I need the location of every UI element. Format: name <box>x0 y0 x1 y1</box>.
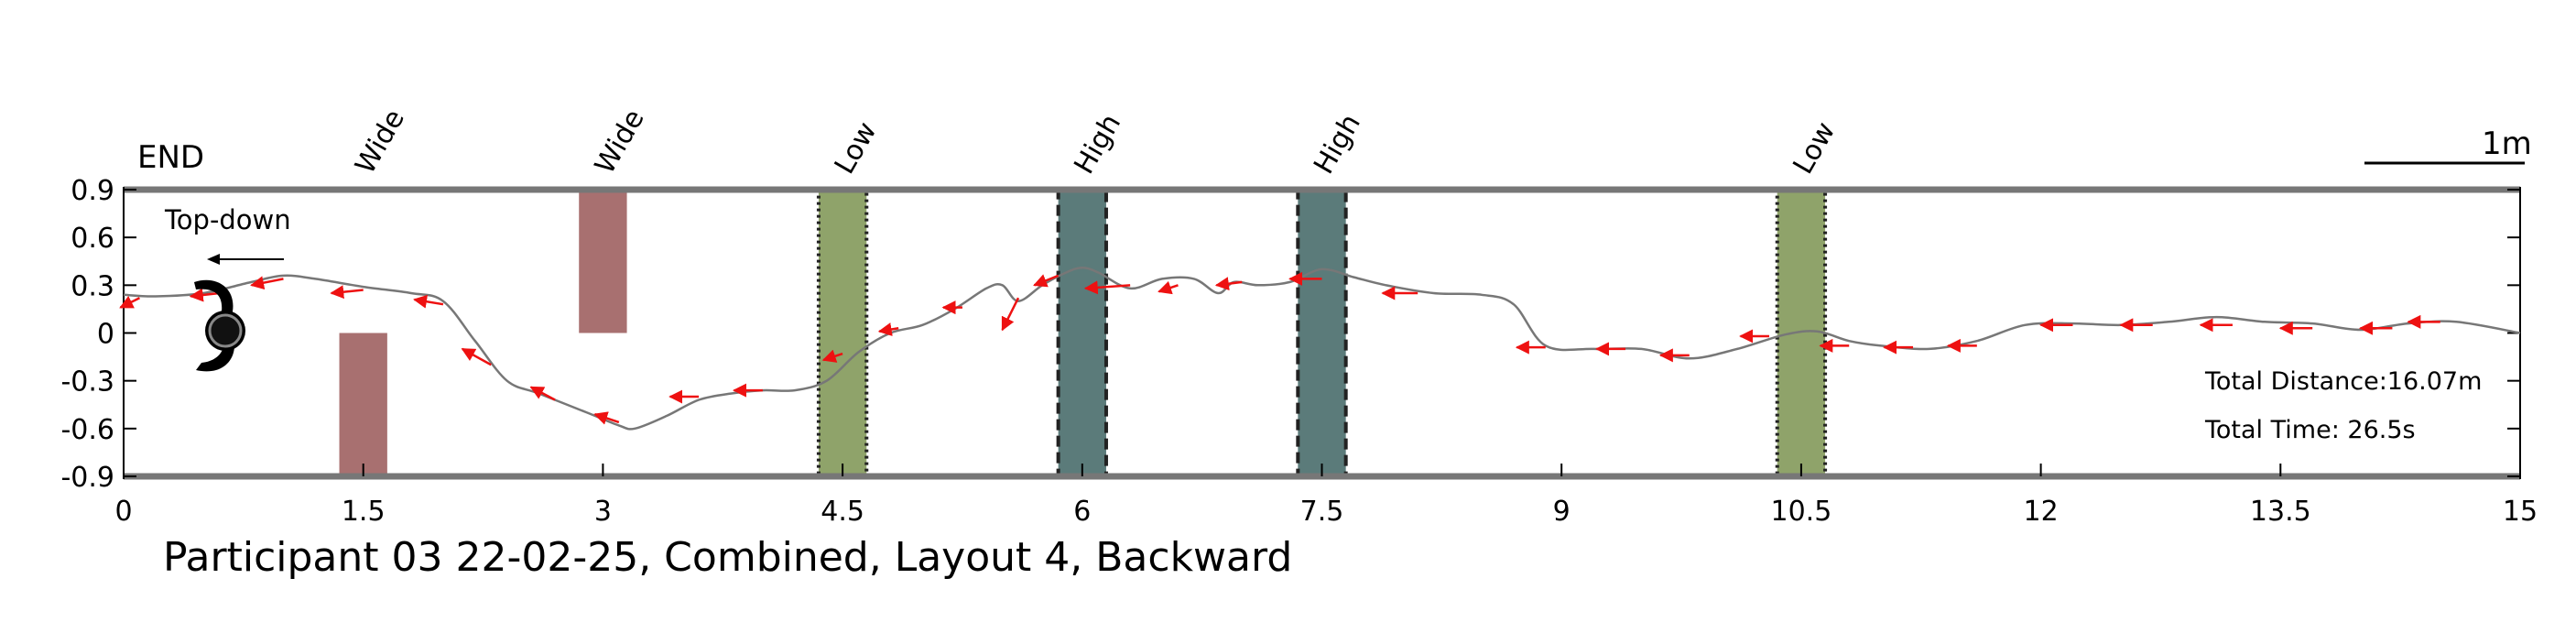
obstacle-low-2 <box>816 188 869 478</box>
orientation-arrow <box>119 295 141 309</box>
x-tick-label: 7.5 <box>1300 496 1344 528</box>
arrows-layer <box>119 271 2440 425</box>
orientation-arrow <box>413 294 444 309</box>
orientation-arrow <box>821 349 843 363</box>
y-tick-label: -0.6 <box>60 414 114 446</box>
obstacle-high-3 <box>1056 188 1108 478</box>
direction-arrow-icon <box>207 254 284 265</box>
obstacle-wide-1 <box>579 190 627 333</box>
obstacle-high-4 <box>1296 188 1348 478</box>
orientation-arrow <box>593 411 620 425</box>
end-label: END <box>137 139 204 176</box>
orientation-arrow <box>461 347 492 366</box>
x-tick-label: 13.5 <box>2250 496 2311 528</box>
x-tick-label: 0 <box>114 496 132 528</box>
obstacle-low-5 <box>1775 188 1828 478</box>
obstacle-label-0: Wide <box>349 104 411 180</box>
orientation-arrow <box>529 386 556 401</box>
y-tick-label: 0 <box>97 319 114 351</box>
obstacles-layer <box>339 188 1828 478</box>
scale-bar-label: 1m <box>2482 126 2532 162</box>
x-tick-label: 12 <box>2024 496 2059 528</box>
obstacle-label-2: Low <box>829 116 884 180</box>
orientation-arrow <box>250 276 284 290</box>
obstacle-label-5: Low <box>1788 116 1842 180</box>
obstacle-label-4: High <box>1308 109 1367 180</box>
x-tick-label: 1.5 <box>342 496 386 528</box>
y-tick-label: 0.6 <box>71 223 114 255</box>
view-label: Top-down <box>164 204 291 235</box>
orientation-arrow <box>1033 274 1060 288</box>
x-tick-label: 10.5 <box>1771 496 1832 528</box>
total-time: Total Time: 26.5s <box>2204 416 2416 444</box>
scale-bar: 1m <box>2364 126 2532 165</box>
orientation-arrow <box>330 285 364 300</box>
x-tick-label: 3 <box>594 496 612 528</box>
orientation-arrow <box>1001 297 1020 332</box>
obstacle-label-3: High <box>1068 109 1127 180</box>
y-tick-label: 0.9 <box>71 175 114 207</box>
obstacle-wide-0 <box>339 333 387 476</box>
chart-title: Participant 03 22-02-25, Combined, Layou… <box>163 534 1292 581</box>
orientation-arrow <box>1083 280 1131 295</box>
y-tick-label: 0.3 <box>71 270 114 302</box>
walker-icon <box>194 279 245 372</box>
x-tick-label: 9 <box>1553 496 1571 528</box>
axes-layer: 0.90.60.30-0.3-0.6-0.90 1.5 3 4.5 6 7.5 9 10.5 1… <box>60 175 2538 528</box>
obstacle-labels-layer: Wide Wide Low High High Low <box>349 104 1842 180</box>
orientation-arrow <box>1214 277 1243 291</box>
orientation-arrow <box>877 322 899 336</box>
x-tick-label: 4.5 <box>821 496 864 528</box>
obstacle-label-1: Wide <box>589 104 651 180</box>
x-tick-label: 15 <box>2503 496 2538 528</box>
orientation-arrow <box>1158 280 1179 295</box>
x-tick-label: 6 <box>1073 496 1091 528</box>
y-tick-label: -0.9 <box>60 462 114 494</box>
orientation-arrow <box>189 288 220 302</box>
total-distance: Total Distance:16.07m <box>2204 367 2482 396</box>
y-tick-label: -0.3 <box>60 366 114 398</box>
